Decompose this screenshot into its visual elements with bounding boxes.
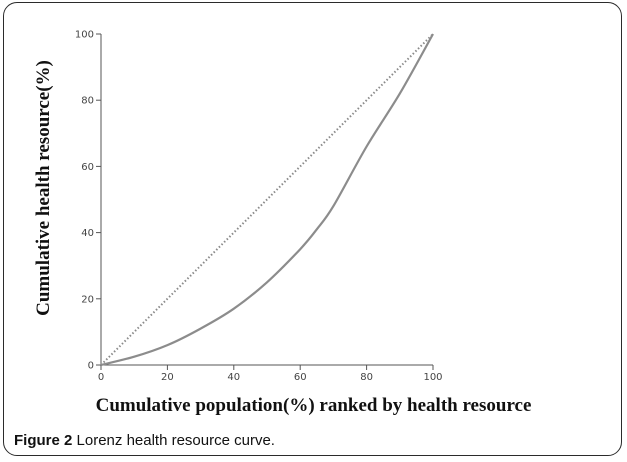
- x-axis-label: Cumulative population(%) ranked by healt…: [95, 395, 532, 416]
- x-ticks: 0 20 40 60 80 100: [98, 365, 443, 383]
- caption-text: Lorenz health resource curve.: [76, 432, 275, 449]
- x-tick-label: 100: [423, 372, 442, 383]
- y-tick-label: 80: [81, 96, 94, 107]
- x-tick-label: 80: [360, 372, 373, 383]
- y-tick-label: 100: [75, 30, 94, 41]
- equality-line: [100, 33, 434, 366]
- figure-caption: Figure 2 Lorenz health resource curve.: [14, 432, 275, 449]
- axes: [100, 34, 433, 366]
- x-tick-label: 40: [227, 372, 240, 383]
- figure-frame: [3, 2, 622, 456]
- y-tick-label: 20: [81, 294, 94, 305]
- x-tick-label: 20: [161, 372, 174, 383]
- y-axis-label: Cumulative health resource(%): [33, 60, 54, 316]
- x-tick-label: 0: [98, 372, 104, 383]
- y-tick-label: 60: [81, 162, 94, 173]
- y-ticks: 0 20 40 60 80 100: [75, 30, 101, 372]
- lorenz-curve: [100, 33, 434, 367]
- series-layer: [100, 33, 434, 367]
- y-tick-label: 0: [88, 361, 94, 372]
- y-tick-label: 40: [81, 228, 94, 239]
- x-tick-label: 60: [294, 372, 307, 383]
- figure-number: Figure 2: [14, 432, 73, 449]
